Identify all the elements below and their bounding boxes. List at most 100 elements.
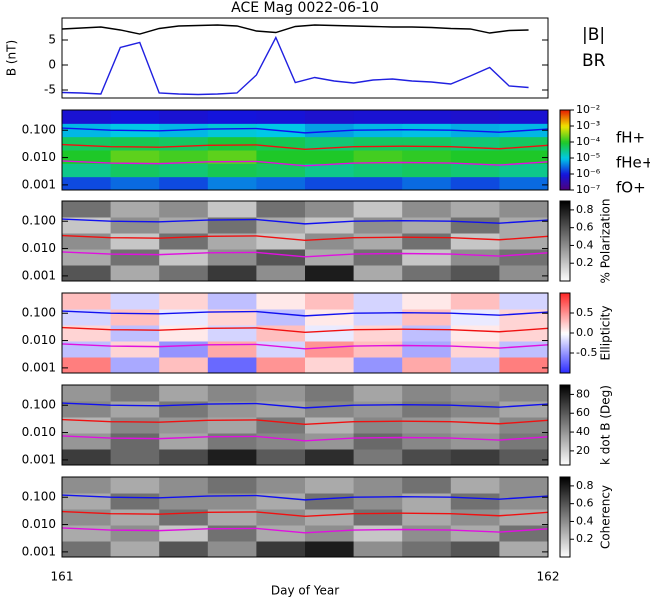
heatmap-cell <box>159 163 209 178</box>
colorbar-step <box>560 423 570 426</box>
heatmap-cell <box>110 417 160 434</box>
colorbar-step <box>560 457 570 460</box>
colorbar-step <box>560 513 570 516</box>
heatmap-cell <box>256 217 306 234</box>
colorbar-step <box>560 345 570 348</box>
colorbar-tick-label: 0.6 <box>576 497 594 510</box>
y-tick-label: 0.001 <box>22 177 56 191</box>
colorbar-step <box>560 555 570 558</box>
colorbar-step <box>560 235 570 238</box>
heatmap-cell <box>450 309 500 326</box>
heatmap-cell <box>159 449 209 465</box>
colorbar-step <box>560 164 570 167</box>
colorbar-step <box>560 477 570 480</box>
chart-title: ACE Mag 0022-06-10 <box>231 0 379 16</box>
heatmap-cell <box>256 249 306 266</box>
colorbar-step <box>560 441 570 444</box>
heatmap-cell <box>110 249 160 266</box>
axes-frame <box>61 292 549 374</box>
colorbar-tick-label: 0.2 <box>576 256 594 269</box>
colorbar-step <box>560 413 570 416</box>
legend-label: fO+ <box>616 179 646 197</box>
plot-area <box>62 110 548 190</box>
colorbar-step <box>560 369 570 372</box>
heatmap-cell <box>256 385 306 402</box>
heatmap-cell <box>305 357 355 373</box>
heatmap-cell <box>62 150 112 164</box>
heatmap-cell <box>499 525 548 542</box>
heatmap-cell <box>207 341 257 358</box>
heatmap-cell <box>353 385 403 402</box>
line <box>62 510 548 518</box>
heatmap-cell <box>353 357 403 373</box>
heatmap-cell <box>305 385 355 402</box>
colorbar-step <box>560 363 570 366</box>
colorbar-step <box>560 347 570 350</box>
heatmap-cell <box>402 417 452 434</box>
colorbar-tick-label: 0.8 <box>576 479 594 492</box>
colorbar-step <box>560 124 570 127</box>
colorbar-step <box>560 421 570 424</box>
colorbar-step <box>560 309 570 312</box>
heatmap-cell <box>256 493 306 510</box>
colorbar-step <box>560 481 570 484</box>
colorbar-step <box>560 359 570 362</box>
heatmap-cell <box>450 249 500 266</box>
colorbar-step <box>560 150 570 153</box>
colorbar-step <box>560 305 570 308</box>
heatmap-cell <box>207 449 257 465</box>
colorbar-step <box>560 126 570 129</box>
x-axis-label: Day of Year <box>271 584 339 598</box>
heatmap-cell <box>499 357 548 373</box>
colorbar-step <box>560 303 570 306</box>
colorbar-step <box>560 227 570 230</box>
colorbar-step <box>560 211 570 214</box>
y-tick-label: 5 <box>48 33 56 47</box>
line <box>62 326 548 334</box>
colorbar-tick-label: 0.4 <box>576 238 594 251</box>
heatmap-cell <box>159 176 209 190</box>
colorbar-step <box>560 425 570 428</box>
colorbar-step <box>560 511 570 514</box>
heatmap-cell <box>305 123 355 138</box>
heatmap-cell <box>305 433 355 450</box>
heatmap-cell <box>62 249 112 266</box>
colorbar-step <box>560 463 570 466</box>
heatmap-cell <box>353 449 403 465</box>
heatmap-cell <box>499 217 548 234</box>
heatmap-cell <box>305 509 355 526</box>
heatmap-cell <box>450 123 500 138</box>
colorbar-step <box>560 271 570 274</box>
colorbar-step <box>560 337 570 340</box>
colorbar-step <box>560 219 570 222</box>
colorbar-step <box>560 479 570 482</box>
heatmap-cell <box>110 433 160 450</box>
colorbar-step <box>560 447 570 450</box>
colorbar-tick-label: 10⁻³ <box>576 119 600 132</box>
heatmap-cell <box>353 265 403 281</box>
colorbar-step <box>560 205 570 208</box>
colorbar-step <box>560 431 570 434</box>
heatmap-cell <box>402 433 452 450</box>
heatmap-cell <box>62 265 112 281</box>
colorbar-step <box>560 313 570 316</box>
heatmap-cell <box>62 163 112 178</box>
x-tick-label: 162 <box>537 570 560 584</box>
colorbar-step <box>560 255 570 258</box>
heatmap-cell <box>256 525 306 542</box>
colorbar-step <box>560 395 570 398</box>
heatmap-cell <box>499 110 548 124</box>
heatmap-cell <box>353 217 403 234</box>
colorbar-step <box>560 429 570 432</box>
y-tick-label: 0.001 <box>22 452 56 466</box>
heatmap-cell <box>256 417 306 434</box>
colorbar-step <box>560 371 570 374</box>
heatmap-cell <box>450 265 500 281</box>
colorbar-step <box>560 519 570 522</box>
x-tick-label: 161 <box>51 570 74 584</box>
heatmap-cell <box>450 541 500 557</box>
heatmap-cell <box>402 401 452 418</box>
heatmap-cell <box>110 401 160 418</box>
heatmap-cell <box>207 249 257 266</box>
plot-area <box>62 293 548 373</box>
